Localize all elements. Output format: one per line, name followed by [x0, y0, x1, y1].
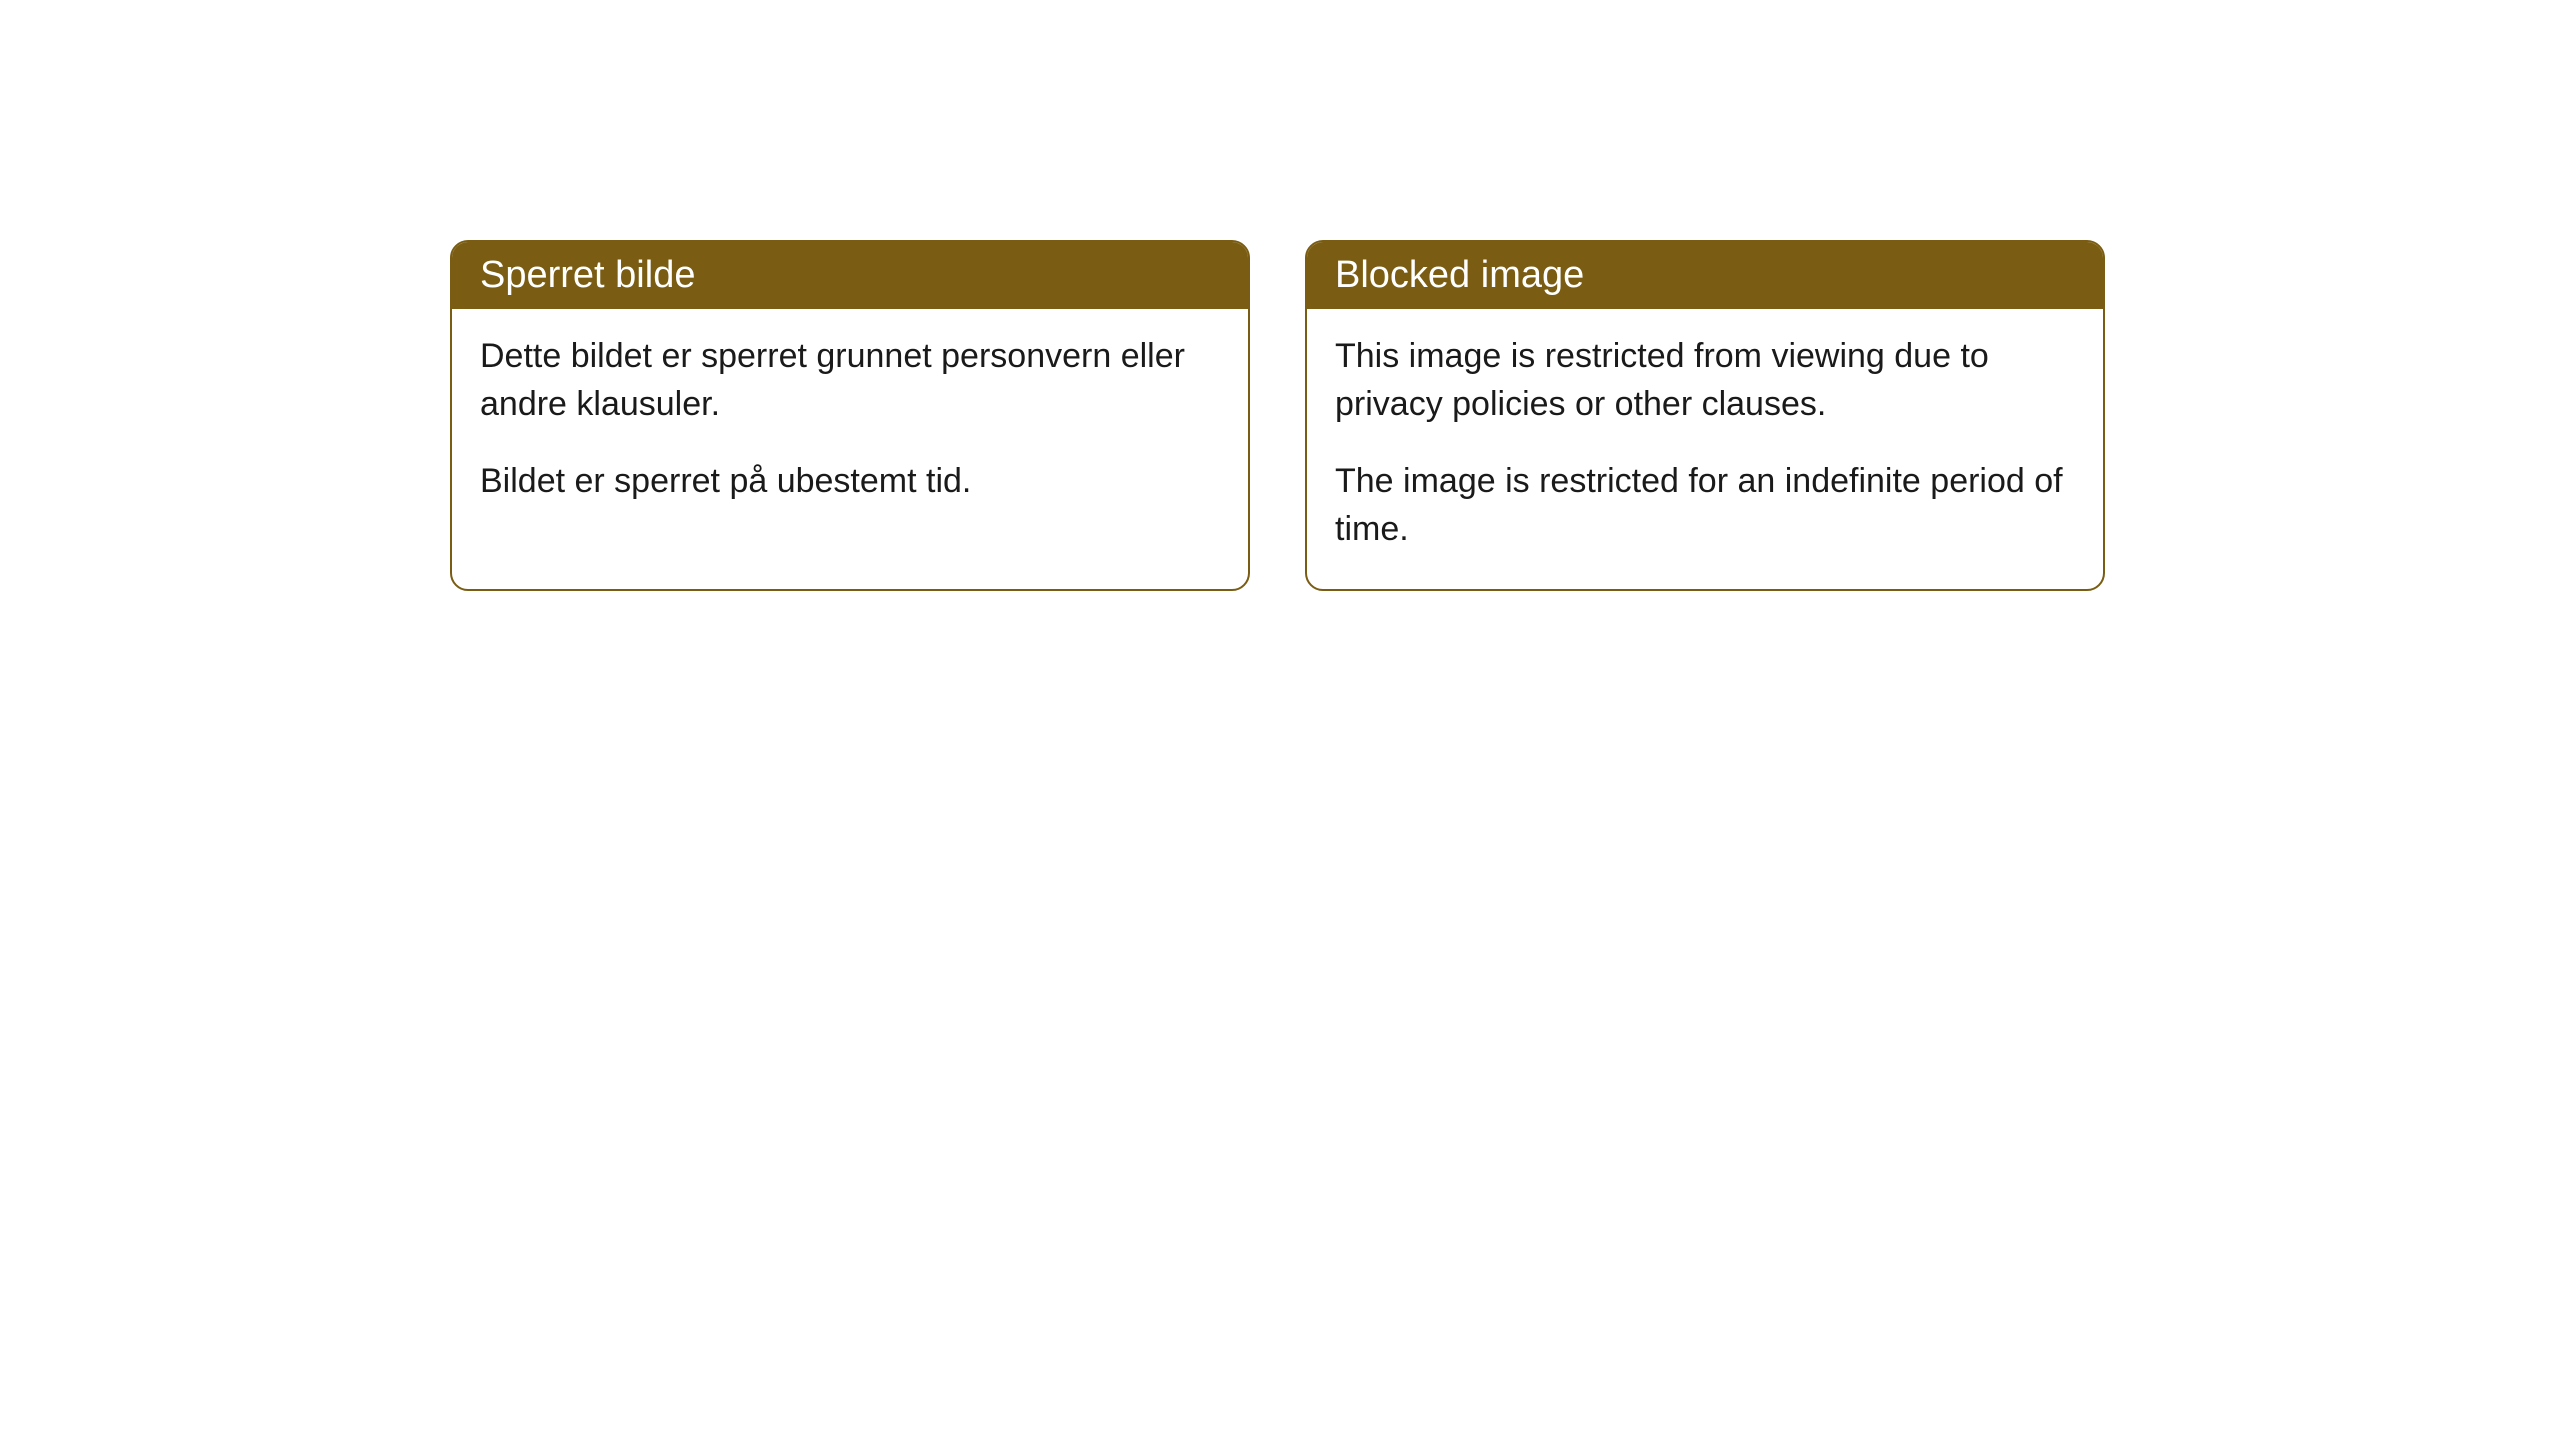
- notice-card-english: Blocked image This image is restricted f…: [1305, 240, 2105, 591]
- card-paragraph: Bildet er sperret på ubestemt tid.: [480, 458, 1220, 506]
- card-paragraph: The image is restricted for an indefinit…: [1335, 458, 2075, 553]
- card-header-norwegian: Sperret bilde: [452, 242, 1248, 309]
- notice-card-norwegian: Sperret bilde Dette bildet er sperret gr…: [450, 240, 1250, 591]
- card-title: Sperret bilde: [480, 254, 695, 296]
- card-body-english: This image is restricted from viewing du…: [1307, 309, 2103, 589]
- card-header-english: Blocked image: [1307, 242, 2103, 309]
- card-title: Blocked image: [1335, 254, 1584, 296]
- card-paragraph: This image is restricted from viewing du…: [1335, 333, 2075, 428]
- card-body-norwegian: Dette bildet er sperret grunnet personve…: [452, 309, 1248, 542]
- card-paragraph: Dette bildet er sperret grunnet personve…: [480, 333, 1220, 428]
- notice-cards-container: Sperret bilde Dette bildet er sperret gr…: [450, 240, 2105, 591]
